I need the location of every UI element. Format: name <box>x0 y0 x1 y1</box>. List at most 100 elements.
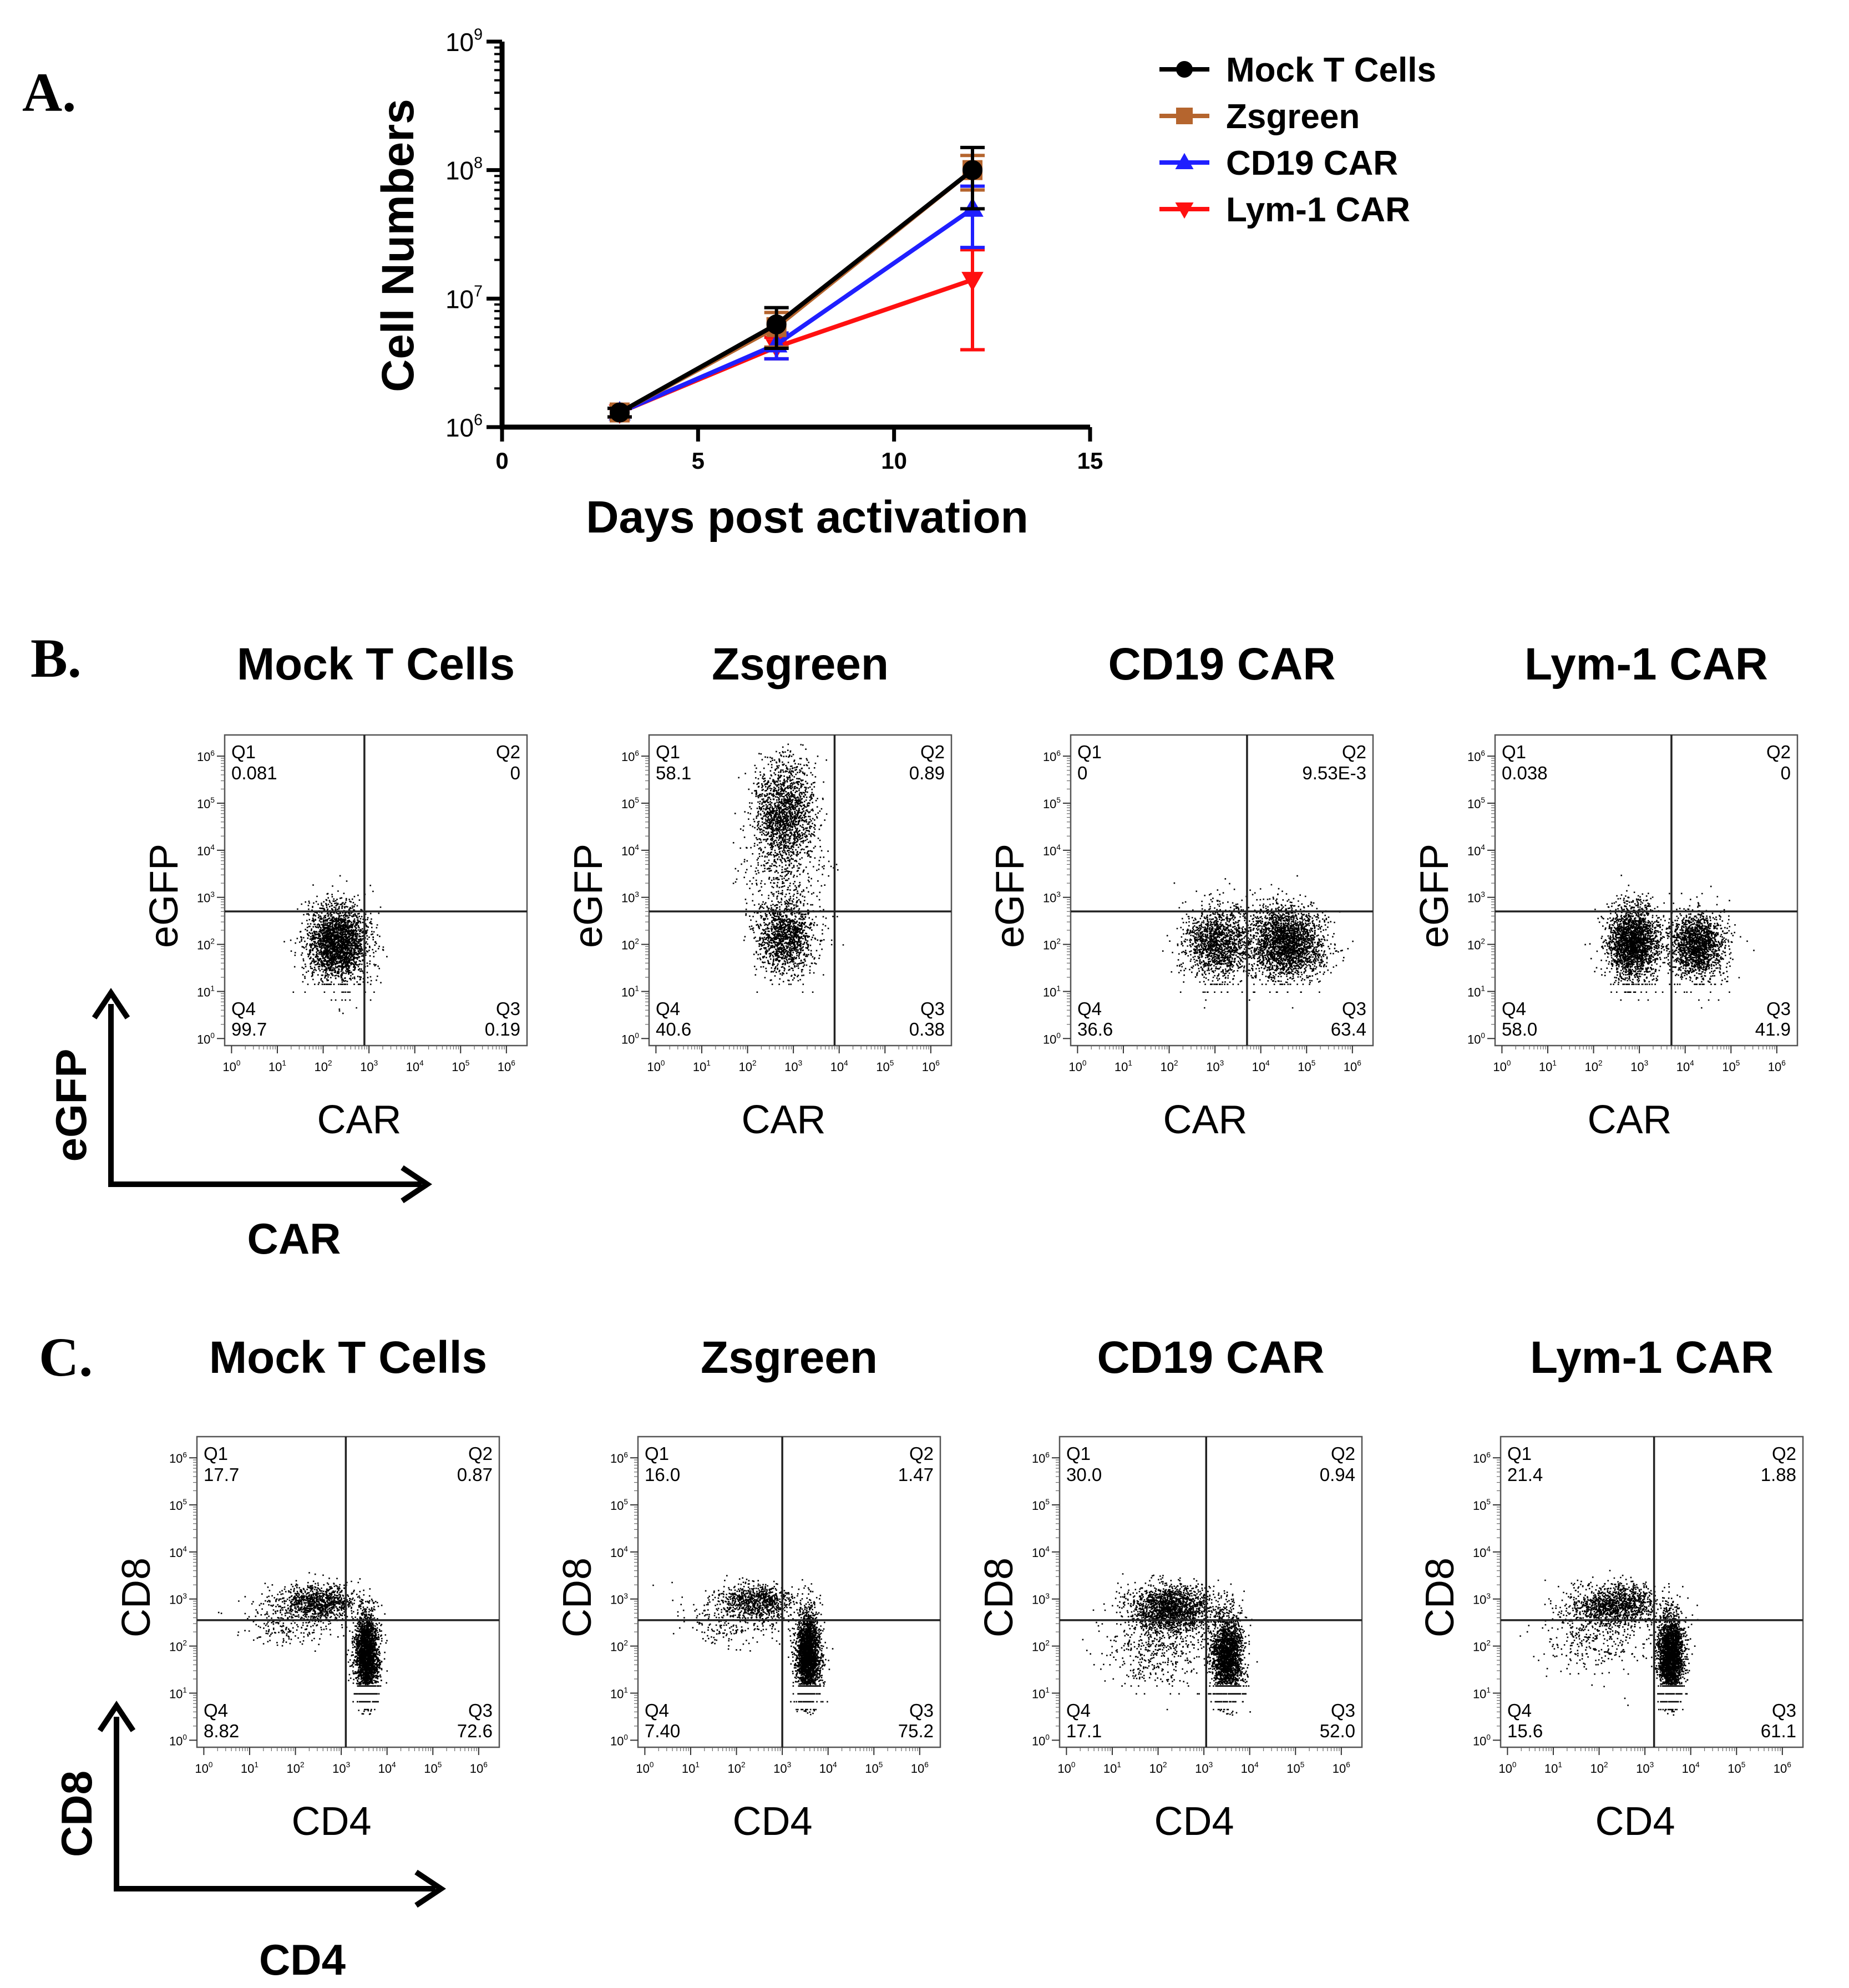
y-tick-label: 103 <box>1473 1592 1491 1607</box>
x-tick-label-exp: 1 <box>254 1761 259 1769</box>
y-tick-label-base: 10 <box>1032 1593 1045 1607</box>
y-tick-label: 106 <box>445 411 483 442</box>
y-tick-label-exp: 3 <box>1481 890 1485 899</box>
x-tick-label-base: 10 <box>269 1060 282 1074</box>
panel-label-a: A. <box>22 62 76 123</box>
x-tick-label-base: 10 <box>876 1060 889 1074</box>
x-tick-label: 105 <box>424 1761 442 1776</box>
y-tick-label-exp: 1 <box>635 985 639 993</box>
y-tick-label-base: 10 <box>1473 1499 1486 1513</box>
x-tick-label-exp: 4 <box>1690 1059 1694 1067</box>
x-tick-label-exp: 3 <box>1209 1761 1213 1769</box>
y-tick-label: 106 <box>1473 1451 1491 1465</box>
q3-value: 0.19 <box>485 1019 520 1039</box>
y-tick-label-base: 10 <box>1473 1593 1486 1607</box>
q1-name: Q1 <box>231 742 256 762</box>
x-tick-label: 103 <box>360 1059 378 1074</box>
x-tick-label: 101 <box>1115 1059 1132 1074</box>
x-tick-label-exp: 2 <box>752 1059 757 1067</box>
y-tick-label-base: 10 <box>1043 797 1056 811</box>
y-tick-label: 104 <box>1032 1545 1050 1560</box>
y-tick-label-exp: 6 <box>1481 749 1485 757</box>
x-tick-label: 104 <box>1241 1761 1259 1776</box>
y-tick-label-exp: 4 <box>1045 1545 1050 1553</box>
x-tick-label-base: 10 <box>195 1762 208 1776</box>
y-tick-label-exp: 6 <box>1056 749 1061 757</box>
y-tick-label-base: 10 <box>1473 1687 1486 1701</box>
x-tick-label-exp: 4 <box>392 1761 396 1769</box>
y-tick-label: 104 <box>169 1545 187 1560</box>
y-tick-label: 106 <box>197 749 215 764</box>
y-tick-label-base: 10 <box>197 985 210 999</box>
y-tick-label-base: 10 <box>1467 985 1481 999</box>
legend-label: CD19 CAR <box>1226 144 1398 182</box>
y-tick-label: 100 <box>169 1733 187 1748</box>
y-tick-label: 102 <box>621 937 639 952</box>
y-tick-label-base: 10 <box>169 1499 183 1513</box>
y-tick-label-exp: 6 <box>210 749 215 757</box>
y-axis-title: eGFP <box>566 844 611 948</box>
y-tick-label-exp: 4 <box>210 843 215 851</box>
y-tick-label-exp: 0 <box>1045 1733 1050 1741</box>
x-tick-label-base: 10 <box>470 1762 483 1776</box>
x-tick-label: 101 <box>1539 1059 1557 1074</box>
y-tick-label: 104 <box>197 843 215 858</box>
x-tick-label: 106 <box>1768 1059 1786 1074</box>
y-tick-label-base: 10 <box>169 1734 183 1748</box>
y-tick-label-base: 10 <box>1032 1499 1045 1513</box>
y-tick-label-base: 10 <box>1043 1032 1056 1046</box>
x-tick-label-exp: 2 <box>300 1761 305 1769</box>
q4-name: Q4 <box>1077 998 1102 1019</box>
y-tick-label: 102 <box>1473 1639 1491 1654</box>
x-tick-label: 102 <box>287 1761 305 1776</box>
x-tick-label-base: 10 <box>1498 1762 1512 1776</box>
x-tick-label: 102 <box>315 1059 332 1074</box>
x-tick-label-base: 10 <box>498 1060 511 1074</box>
x-tick-label-exp: 0 <box>1512 1761 1517 1769</box>
q3-value: 72.6 <box>457 1721 493 1741</box>
y-tick-label-exp: 1 <box>210 985 215 993</box>
y-tick-label: 104 <box>1467 843 1485 858</box>
x-tick-label: 102 <box>1585 1059 1603 1074</box>
x-tick-label-base: 10 <box>360 1060 373 1074</box>
y-tick-label-exp: 0 <box>1486 1733 1491 1741</box>
x-tick-label: 104 <box>1252 1059 1270 1074</box>
y-tick-label-exp: 4 <box>635 843 639 851</box>
x-tick-label: 106 <box>911 1761 929 1776</box>
x-tick-label-exp: 6 <box>1357 1059 1361 1067</box>
q4-name: Q4 <box>1066 1700 1091 1721</box>
x-tick-label-base: 10 <box>1241 1762 1254 1776</box>
x-tick-label-base: 10 <box>1161 1060 1174 1074</box>
x-tick-label-exp: 4 <box>419 1059 424 1067</box>
x-tick-label-exp: 5 <box>465 1059 470 1067</box>
x-tick-label-base: 10 <box>1682 1762 1695 1776</box>
y-tick-label-exp: 5 <box>635 796 639 804</box>
x-tick-label: 100 <box>1068 1059 1086 1074</box>
plot-frame <box>1494 734 1799 1047</box>
y-tick-label-base: 10 <box>445 156 474 185</box>
x-tick-label-exp: 6 <box>483 1761 488 1769</box>
x-tick-label-base: 10 <box>424 1762 437 1776</box>
y-tick-label: 104 <box>1043 843 1061 858</box>
q2-name: Q2 <box>920 742 945 762</box>
x-tick-label: 103 <box>784 1059 802 1074</box>
y-tick-label-exp: 0 <box>635 1031 639 1039</box>
x-tick-label-base: 10 <box>1286 1762 1300 1776</box>
x-tick-label: 104 <box>819 1761 837 1776</box>
x-tick-label: 106 <box>1774 1761 1791 1776</box>
flow-plot-1: ZsgreenQ116.0Q21.47Q47.40Q375.2100100101… <box>555 1332 941 1844</box>
flow-plot-1: ZsgreenQ158.1Q20.89Q440.6Q30.38100100101… <box>566 639 953 1142</box>
x-tick-label-base: 10 <box>222 1060 236 1074</box>
corner-x-arrowhead <box>414 1869 447 1908</box>
y-tick-label-exp: 4 <box>624 1545 628 1553</box>
flow-plot-title: Lym-1 CAR <box>1524 639 1768 689</box>
x-tick-label-exp: 0 <box>236 1059 241 1067</box>
y-tick-label-exp: 3 <box>183 1592 187 1600</box>
scatter-points <box>732 743 844 993</box>
legend-marker-lym1 <box>1175 202 1194 219</box>
q3-value: 75.2 <box>898 1721 934 1741</box>
y-tick-label-exp: 3 <box>624 1592 628 1600</box>
y-tick-label: 104 <box>1473 1545 1491 1560</box>
y-tick-label-base: 10 <box>1473 1734 1486 1748</box>
q2-value: 9.53E-3 <box>1302 763 1366 783</box>
